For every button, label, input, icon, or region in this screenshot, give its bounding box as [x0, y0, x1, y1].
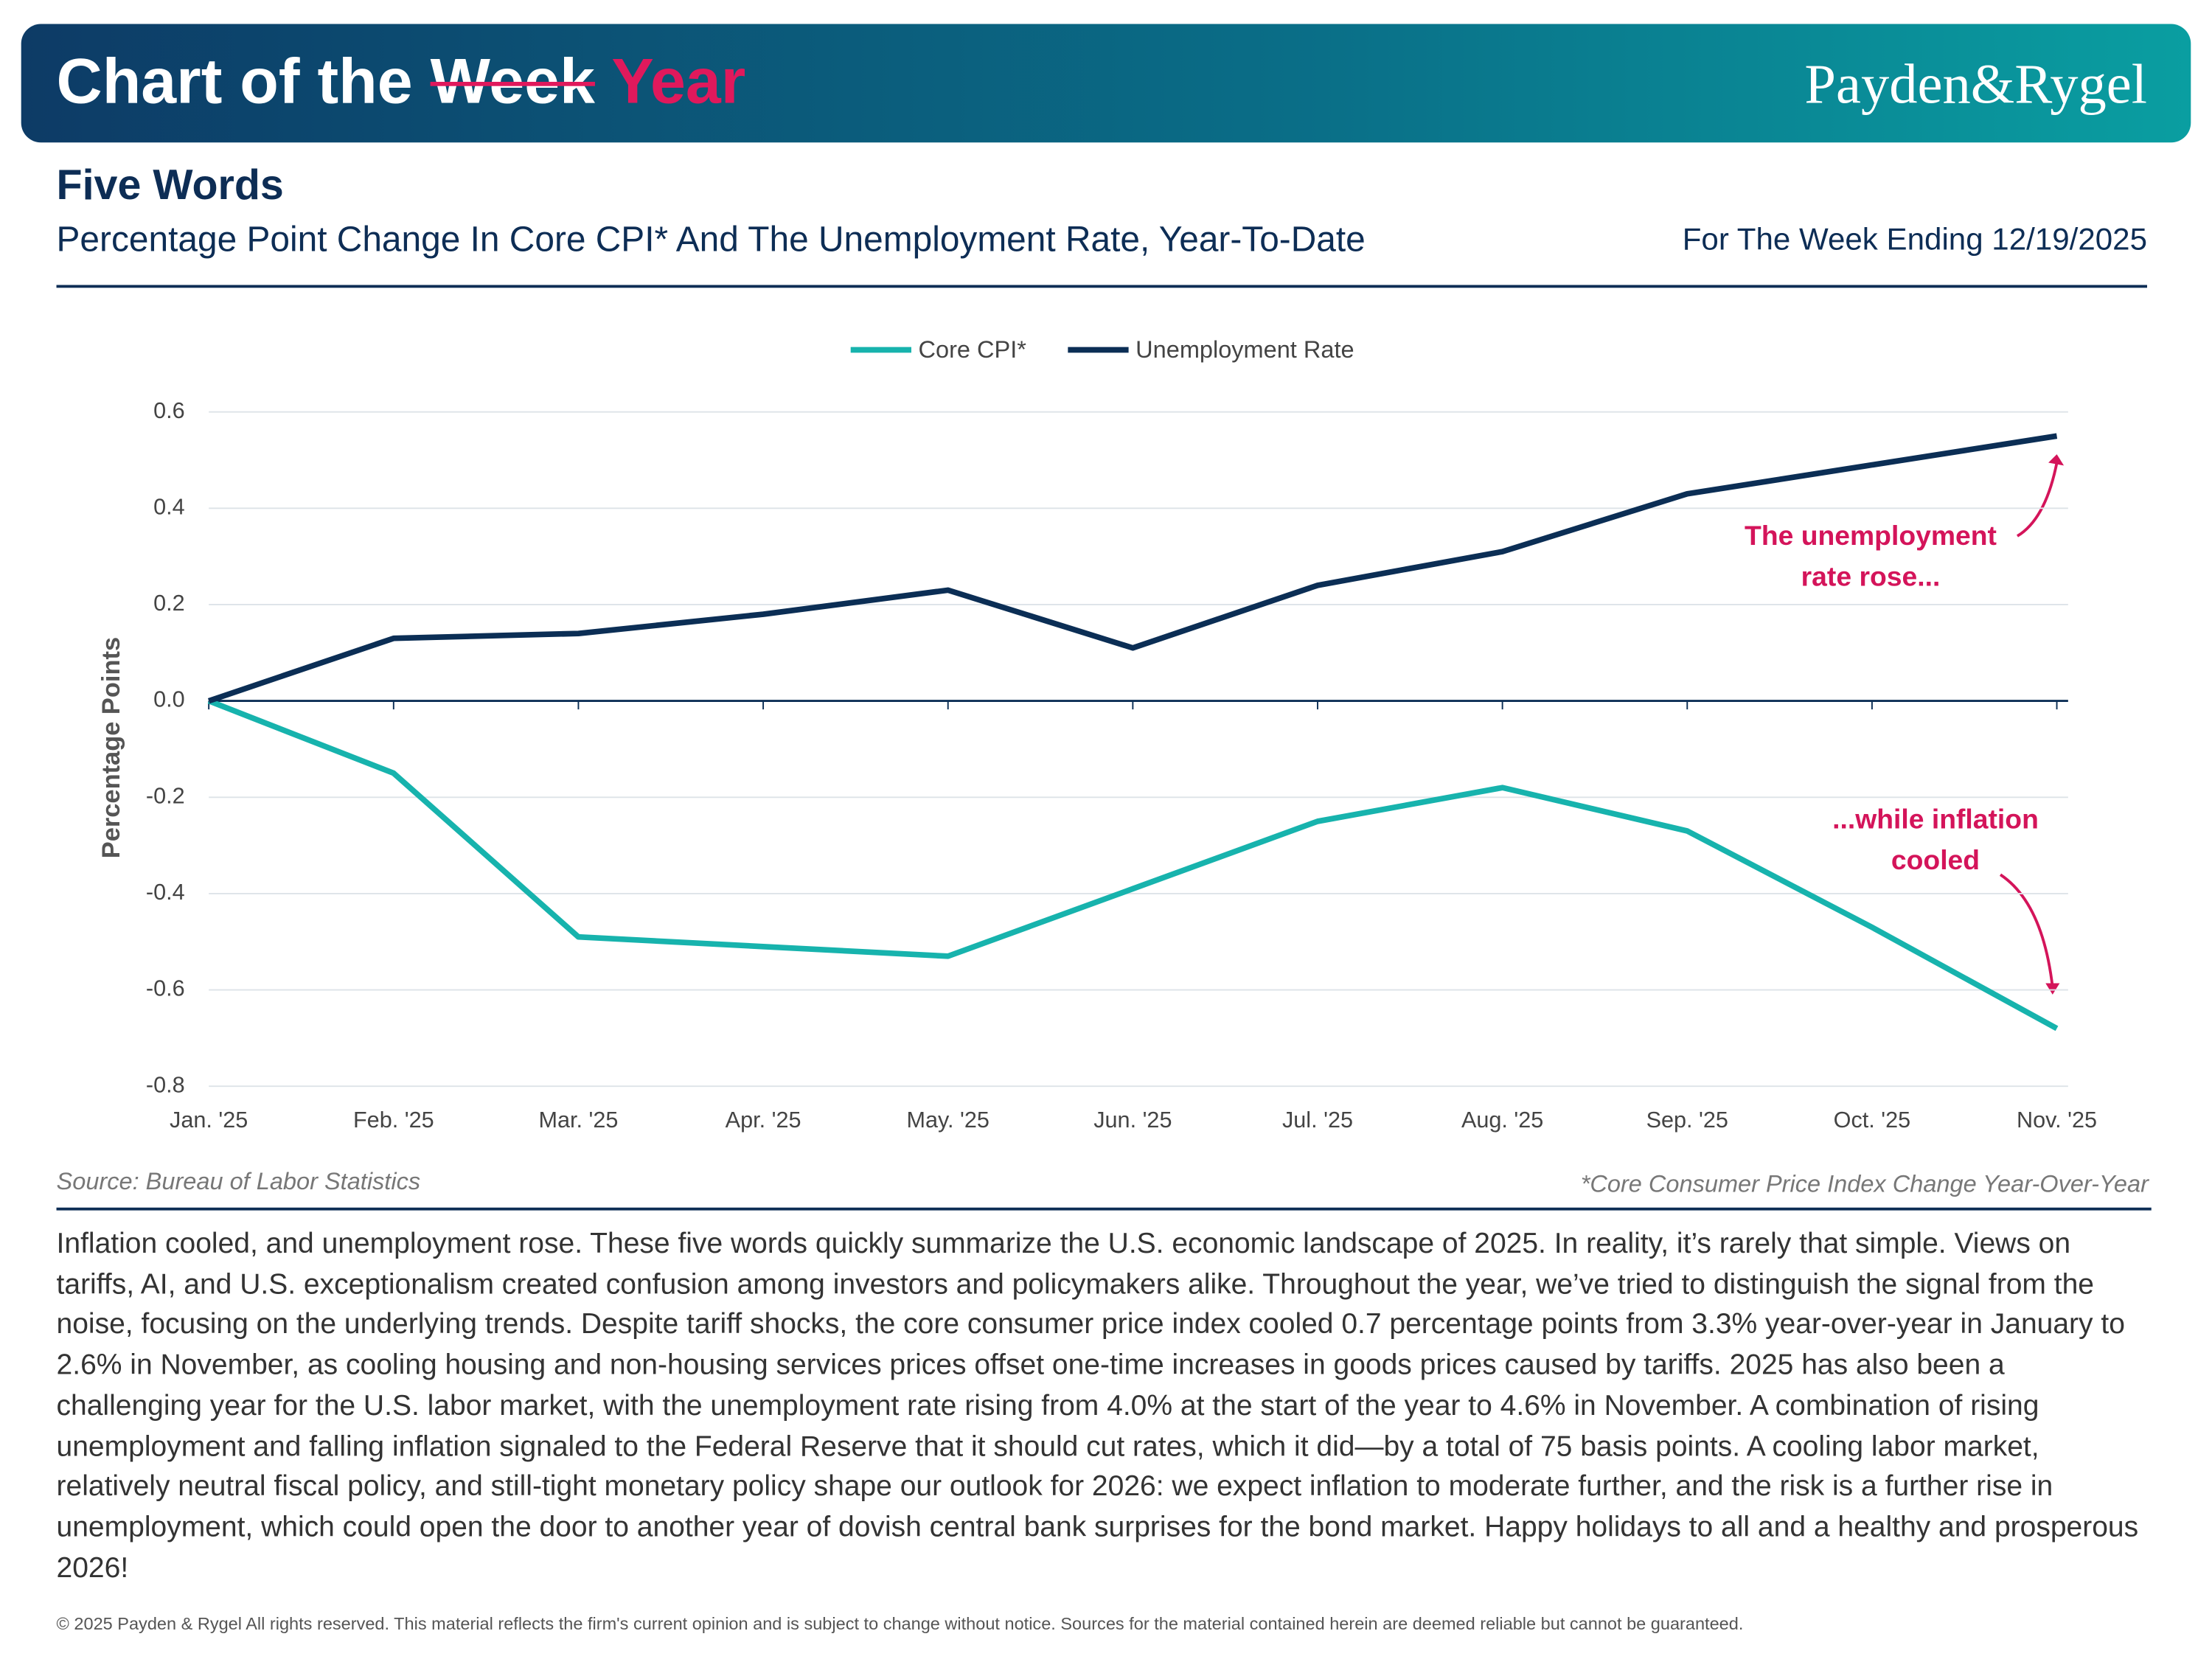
logo: Payden&Rygel — [1804, 52, 2147, 116]
annotation: rate rose... — [1801, 560, 1941, 591]
x-tick-label: May. '25 — [906, 1107, 989, 1133]
y-tick-label: -0.4 — [146, 880, 185, 905]
annotation: The unemployment — [1745, 520, 1997, 551]
y-tick-label: 0.6 — [153, 398, 185, 423]
x-tick-label: Mar. '25 — [538, 1107, 618, 1133]
x-tick-label: Oct. '25 — [1834, 1107, 1911, 1133]
legend-label: Unemployment Rate — [1135, 336, 1354, 363]
arrow-head — [2045, 983, 2060, 995]
source: Source: Bureau of Labor Statistics — [56, 1168, 421, 1195]
annotation: ...while inflation — [1832, 803, 2039, 834]
rule — [56, 285, 2147, 288]
y-axis-label: Percentage Points — [97, 637, 125, 858]
x-tick-label: Jan. '25 — [170, 1107, 248, 1133]
arrow — [1999, 873, 2054, 988]
x-tick-label: Jul. '25 — [1282, 1107, 1353, 1133]
header-title: Chart of the Week Year — [57, 45, 746, 118]
y-tick-label: 0.4 — [153, 494, 185, 519]
title-start: Chart of the — [56, 45, 413, 117]
y-tick-label: -0.2 — [146, 783, 185, 808]
y-tick-label: 0.0 — [153, 687, 185, 712]
body-text: Inflation cooled, and unemployment rose.… — [56, 1228, 2139, 1584]
x-tick-label: Jun. '25 — [1093, 1107, 1172, 1133]
arrow — [2016, 462, 2059, 538]
x-tick-label: Aug. '25 — [1461, 1107, 1543, 1133]
date-note: For The Week Ending 12/19/2025 — [1682, 221, 2147, 257]
rule — [56, 1207, 2152, 1211]
series-line — [207, 698, 2059, 1032]
title-struck: Week — [430, 45, 595, 117]
x-tick-label: Apr. '25 — [726, 1107, 801, 1133]
series-line — [207, 433, 2058, 704]
x-tick-label: Sep. '25 — [1646, 1107, 1728, 1133]
header-banner — [21, 24, 2191, 143]
title-end: Year — [611, 45, 746, 117]
x-tick-label: Feb. '25 — [353, 1107, 434, 1133]
legend-label: Core CPI* — [919, 336, 1027, 363]
arrow-head — [2048, 454, 2065, 466]
chart-subtitle: Percentage Point Change In Core CPI* And… — [56, 220, 1366, 260]
copyright: © 2025 Payden & Rygel All rights reserve… — [56, 1613, 1744, 1634]
y-tick-label: -0.6 — [146, 976, 185, 1001]
chart-title: Five Words — [56, 162, 284, 209]
x-tick-label: Nov. '25 — [2017, 1107, 2097, 1133]
footnote: *Core Consumer Price Index Change Year-O… — [1580, 1171, 2149, 1198]
annotation: cooled — [1891, 844, 1980, 875]
y-tick-label: -0.8 — [146, 1072, 185, 1097]
y-tick-label: 0.2 — [153, 591, 185, 616]
